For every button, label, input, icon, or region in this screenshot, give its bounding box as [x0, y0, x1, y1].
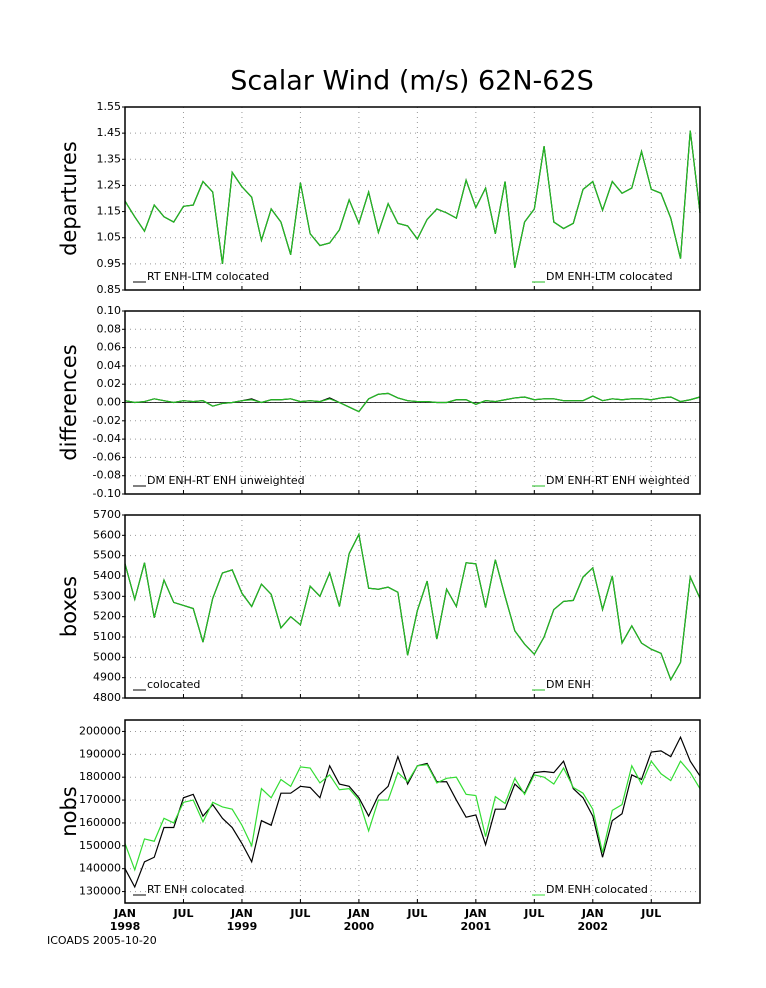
y-tick-label: 180000: [79, 770, 121, 783]
x-tick-label: JAN: [113, 907, 136, 920]
x-tick-label: JAN: [464, 907, 487, 920]
y-tick-label: 1.35: [97, 152, 122, 165]
y-tick-label: 130000: [79, 885, 121, 898]
panel: -0.10 -0.08 -0.06 -0.04 -0.02 0.00 0.02 0.04 0.0…: [57, 304, 701, 500]
x-tick-label: JUL: [406, 907, 427, 920]
y-tick-label: 170000: [79, 793, 121, 806]
x-tick-label: JAN: [581, 907, 604, 920]
y-tick-label: 1.25: [97, 178, 122, 191]
y-tick-label: 4900: [93, 671, 121, 684]
y-tick-label: 5700: [93, 508, 121, 521]
data-line: [124, 392, 701, 413]
y-tick-label: 5600: [93, 528, 121, 541]
data-line: [124, 130, 701, 268]
y-tick-label: 0.04: [97, 359, 122, 372]
legend-label: RT ENH-LTM colocated: [147, 270, 269, 283]
plot-frame: [124, 514, 701, 699]
y-tick-label: -0.04: [93, 432, 121, 445]
y-axis-label: departures: [57, 141, 81, 256]
y-tick-label: 160000: [79, 816, 121, 829]
x-year-label: 2000: [344, 920, 375, 933]
legend-label: RT ENH colocated: [147, 883, 244, 896]
y-tick-label: 0.06: [97, 341, 122, 354]
y-tick-label: 200000: [79, 724, 121, 737]
data-line: [124, 532, 701, 682]
legend-label: colocated: [147, 678, 200, 691]
y-tick-label: 190000: [79, 747, 121, 760]
x-tick-label: JUL: [172, 907, 193, 920]
panel: 130000 140000 150000 160000 170000 180000 1900…: [57, 719, 701, 904]
x-tick-label: JUL: [289, 907, 310, 920]
legend-label: DM ENH-RT ENH weighted: [546, 474, 690, 487]
y-tick-label: 0.85: [97, 283, 122, 296]
y-tick-label: 0.00: [97, 396, 122, 409]
data-line: [124, 759, 701, 872]
x-tick-label: JUL: [640, 907, 661, 920]
legend-label: DM ENH-RT ENH unweighted: [147, 474, 305, 487]
page-title: Scalar Wind (m/s) 62N-62S: [230, 66, 594, 97]
data-line: [124, 735, 701, 889]
y-tick-label: 5000: [93, 650, 121, 663]
y-tick-label: 0.10: [97, 304, 122, 317]
y-axis-label: differences: [57, 344, 81, 460]
y-tick-label: 0.02: [97, 377, 122, 390]
y-tick-label: 5500: [93, 549, 121, 562]
legend-label: DM ENH: [546, 678, 591, 691]
y-tick-label: 0.95: [97, 257, 122, 270]
y-tick-label: 4800: [93, 691, 121, 704]
plot-frame: [124, 106, 701, 291]
y-axis-label: nobs: [57, 786, 81, 836]
y-tick-label: -0.08: [93, 469, 121, 482]
panel: 4800 4900 5000 5100 5200 5300 5400 5500 5600 5700…: [57, 508, 701, 704]
x-year-label: 1999: [227, 920, 258, 933]
x-year-label: 1998: [110, 920, 141, 933]
legend-label: DM ENH colocated: [546, 883, 648, 896]
x-year-label: 2002: [577, 920, 608, 933]
x-year-label: 2001: [461, 920, 492, 933]
panel: 0.85 0.95 1.05 1.15 1.25 1.35 1.45 1.55 departur…: [57, 100, 701, 296]
y-tick-label: 5300: [93, 589, 121, 602]
y-tick-label: -0.06: [93, 450, 121, 463]
y-tick-label: 5400: [93, 569, 121, 582]
y-tick-label: 140000: [79, 862, 121, 875]
x-tick-label: JAN: [230, 907, 253, 920]
plot-frame: [124, 719, 701, 904]
data-line: [124, 130, 701, 268]
x-tick-label: JUL: [523, 907, 544, 920]
footer: ICOADS 2005-10-20: [47, 934, 157, 947]
y-tick-label: 150000: [79, 839, 121, 852]
y-axis-label: boxes: [57, 576, 81, 637]
y-tick-label: -0.10: [93, 487, 121, 500]
y-tick-label: -0.02: [93, 414, 121, 427]
y-tick-label: 1.15: [97, 205, 122, 218]
plot-frame: [124, 310, 701, 495]
x-tick-label: JAN: [347, 907, 370, 920]
y-tick-label: 5200: [93, 610, 121, 623]
y-tick-label: 1.45: [97, 126, 122, 139]
legend-label: DM ENH-LTM colocated: [546, 270, 673, 283]
y-tick-label: 5100: [93, 630, 121, 643]
y-tick-label: 0.08: [97, 322, 122, 335]
y-tick-label: 1.55: [97, 100, 122, 113]
y-tick-label: 1.05: [97, 231, 122, 244]
